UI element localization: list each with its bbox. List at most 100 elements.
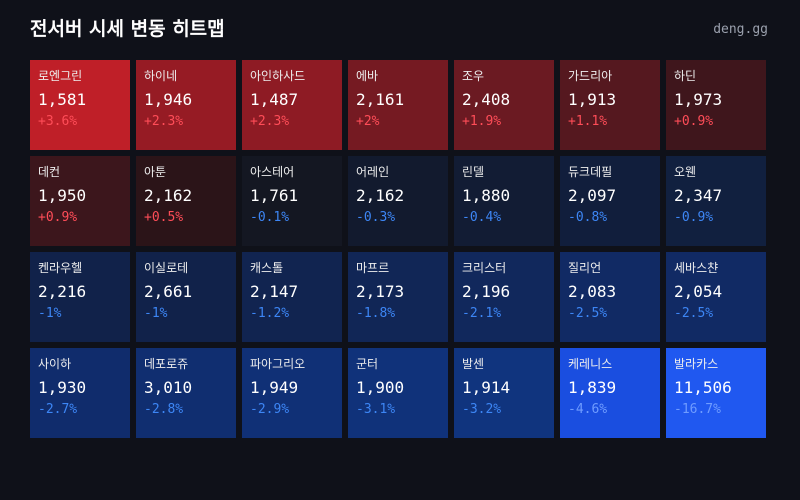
server-change: +2% <box>356 114 380 129</box>
brand: deng.gg <box>713 22 768 37</box>
server-name: 조우 <box>462 69 485 83</box>
server-price: 1,913 <box>568 90 617 109</box>
server-name: 듀크데필 <box>568 165 613 179</box>
server-cell: 캐스톨 2,147 -1.2% <box>242 252 342 342</box>
server-price: 1,761 <box>250 186 299 205</box>
server-price: 1,950 <box>38 186 87 205</box>
server-name: 사이하 <box>38 357 72 371</box>
server-price: 2,408 <box>462 90 511 109</box>
server-change: -3.2% <box>462 402 502 417</box>
server-cell: 마프르 2,173 -1.8% <box>348 252 448 342</box>
server-price: 1,949 <box>250 378 299 397</box>
server-cell: 조우 2,408 +1.9% <box>454 60 554 150</box>
server-change: -0.9% <box>674 210 714 225</box>
server-change: -0.3% <box>356 210 396 225</box>
server-change: +3.6% <box>38 114 78 129</box>
server-change: -1% <box>38 306 62 321</box>
server-name: 데포로쥬 <box>144 357 189 371</box>
server-cell: 파아그리오 1,949 -2.9% <box>242 348 342 438</box>
server-price: 2,661 <box>144 282 193 301</box>
server-price: 3,010 <box>144 378 193 397</box>
server-name: 케레니스 <box>568 357 613 371</box>
server-price: 1,880 <box>462 186 511 205</box>
server-name: 군터 <box>356 357 379 371</box>
server-price: 1,487 <box>250 90 299 109</box>
server-price: 1,839 <box>568 378 617 397</box>
server-cell: 데포로쥬 3,010 -2.8% <box>136 348 236 438</box>
server-cell: 로엔그린 1,581 +3.6% <box>30 60 130 150</box>
server-change: -16.7% <box>674 402 721 417</box>
server-change: +1.1% <box>568 114 608 129</box>
server-price: 1,581 <box>38 90 87 109</box>
server-price: 2,161 <box>356 90 405 109</box>
server-price: 1,930 <box>38 378 87 397</box>
server-cell: 오웬 2,347 -0.9% <box>666 156 766 246</box>
server-name: 오웬 <box>674 165 697 179</box>
server-name: 마프르 <box>356 261 390 275</box>
server-cell: 린델 1,880 -0.4% <box>454 156 554 246</box>
server-change: +0.5% <box>144 210 184 225</box>
server-price: 1,900 <box>356 378 405 397</box>
server-cell: 발센 1,914 -3.2% <box>454 348 554 438</box>
server-name: 에바 <box>356 69 379 83</box>
server-name: 이실로테 <box>144 261 189 275</box>
server-price: 1,946 <box>144 90 193 109</box>
server-cell: 데컨 1,950 +0.9% <box>30 156 130 246</box>
server-cell: 아인하사드 1,487 +2.3% <box>242 60 342 150</box>
server-cell: 켄라우헬 2,216 -1% <box>30 252 130 342</box>
server-name: 발라카스 <box>674 357 719 371</box>
server-cell: 아스테어 1,761 -0.1% <box>242 156 342 246</box>
title: 전서버 시세 변동 히트맵 <box>30 18 225 40</box>
server-name: 아인하사드 <box>250 69 306 83</box>
server-price: 2,196 <box>462 282 511 301</box>
server-price: 2,147 <box>250 282 299 301</box>
server-change: -1.2% <box>250 306 290 321</box>
server-price: 11,506 <box>674 378 732 397</box>
server-change: -1.8% <box>356 306 396 321</box>
server-cell: 군터 1,900 -3.1% <box>348 348 448 438</box>
server-cell: 어레인 2,162 -0.3% <box>348 156 448 246</box>
server-change: -0.4% <box>462 210 502 225</box>
server-change: -2.9% <box>250 402 290 417</box>
server-price: 2,216 <box>38 282 87 301</box>
server-cell: 질리언 2,083 -2.5% <box>560 252 660 342</box>
server-name: 캐스톨 <box>250 261 284 275</box>
server-name: 아툰 <box>144 165 167 179</box>
server-change: -2.8% <box>144 402 184 417</box>
server-name: 가드리아 <box>568 69 613 83</box>
server-name: 파아그리오 <box>250 357 306 371</box>
server-price: 2,097 <box>568 186 617 205</box>
server-change: -2.5% <box>568 306 608 321</box>
server-cell: 듀크데필 2,097 -0.8% <box>560 156 660 246</box>
server-cell: 에바 2,161 +2% <box>348 60 448 150</box>
server-cell: 세바스챤 2,054 -2.5% <box>666 252 766 342</box>
server-change: -0.1% <box>250 210 290 225</box>
server-name: 하딘 <box>674 69 697 83</box>
server-change: -0.8% <box>568 210 608 225</box>
server-change: -2.7% <box>38 402 78 417</box>
server-name: 하이네 <box>144 69 178 83</box>
server-cell: 아툰 2,162 +0.5% <box>136 156 236 246</box>
server-price: 2,162 <box>144 186 193 205</box>
server-change: -1% <box>144 306 168 321</box>
server-name: 크리스터 <box>462 261 507 275</box>
server-change: +2.3% <box>144 114 184 129</box>
server-change: -3.1% <box>356 402 396 417</box>
server-price: 2,083 <box>568 282 617 301</box>
server-name: 질리언 <box>568 261 602 275</box>
server-price: 2,347 <box>674 186 723 205</box>
server-change: +0.9% <box>674 114 714 129</box>
server-cell: 사이하 1,930 -2.7% <box>30 348 130 438</box>
server-change: +2.3% <box>250 114 290 129</box>
server-price: 2,173 <box>356 282 405 301</box>
server-price: 2,054 <box>674 282 723 301</box>
server-name: 아스테어 <box>250 165 295 179</box>
server-price: 2,162 <box>356 186 405 205</box>
server-change: +0.9% <box>38 210 78 225</box>
server-cell: 하딘 1,973 +0.9% <box>666 60 766 150</box>
server-change: -4.6% <box>568 402 608 417</box>
server-cell: 크리스터 2,196 -2.1% <box>454 252 554 342</box>
server-name: 켄라우헬 <box>38 261 83 275</box>
server-cell: 케레니스 1,839 -4.6% <box>560 348 660 438</box>
